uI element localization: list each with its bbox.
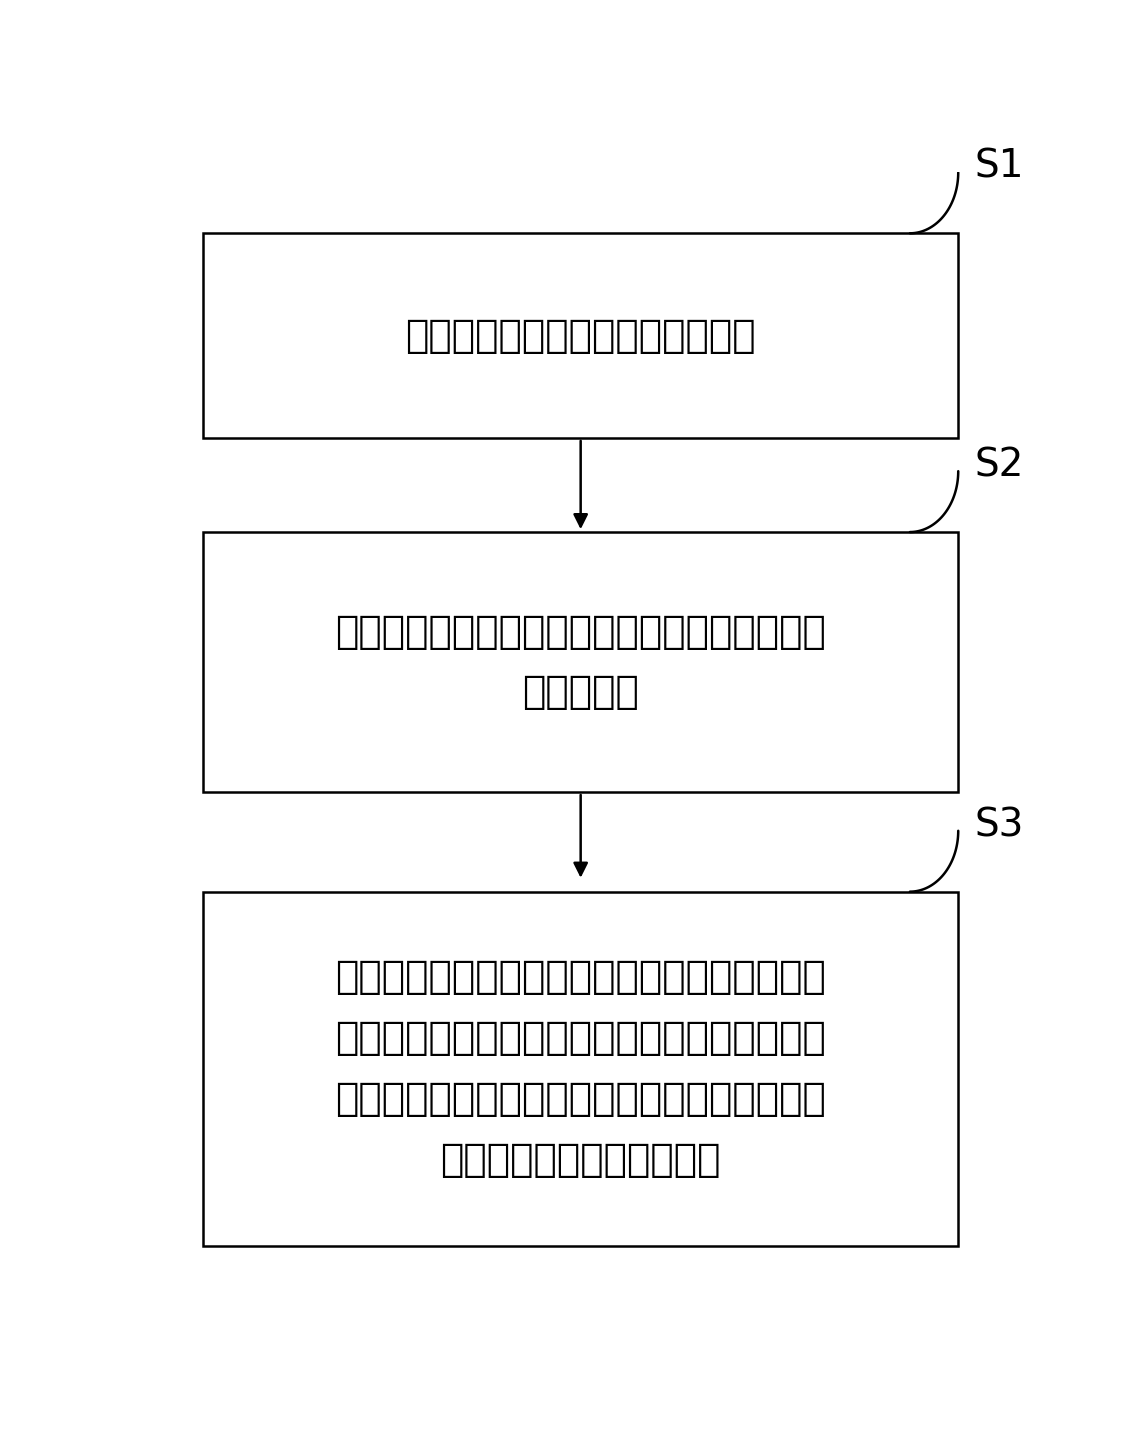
Bar: [203, 532, 959, 792]
Bar: [203, 233, 959, 438]
Text: S2: S2: [974, 447, 1023, 484]
Text: 构建包含多个采集终端的仿真电网: 构建包含多个采集终端的仿真电网: [406, 316, 756, 355]
Text: S3: S3: [974, 806, 1023, 845]
Bar: [203, 891, 959, 1246]
Text: 故障仿真数据进行故障模拟: 故障仿真数据进行故障模拟: [441, 1141, 721, 1178]
Text: 和故障代码: 和故障代码: [522, 674, 639, 711]
Text: 向上位机请求故障仿真数据后，结合故障代码和: 向上位机请求故障仿真数据后，结合故障代码和: [335, 1081, 826, 1118]
Text: 故障，对于需要数据支持的故障代码，采集终端: 故障，对于需要数据支持的故障代码，采集终端: [335, 1019, 826, 1058]
Text: S1: S1: [974, 148, 1023, 185]
Text: 控制终端地址对应的采集终端根据故障代码模拟: 控制终端地址对应的采集终端根据故障代码模拟: [335, 958, 826, 996]
Text: 获取故障指令，通过解析故障指令获取终端地址: 获取故障指令，通过解析故障指令获取终端地址: [335, 612, 826, 651]
